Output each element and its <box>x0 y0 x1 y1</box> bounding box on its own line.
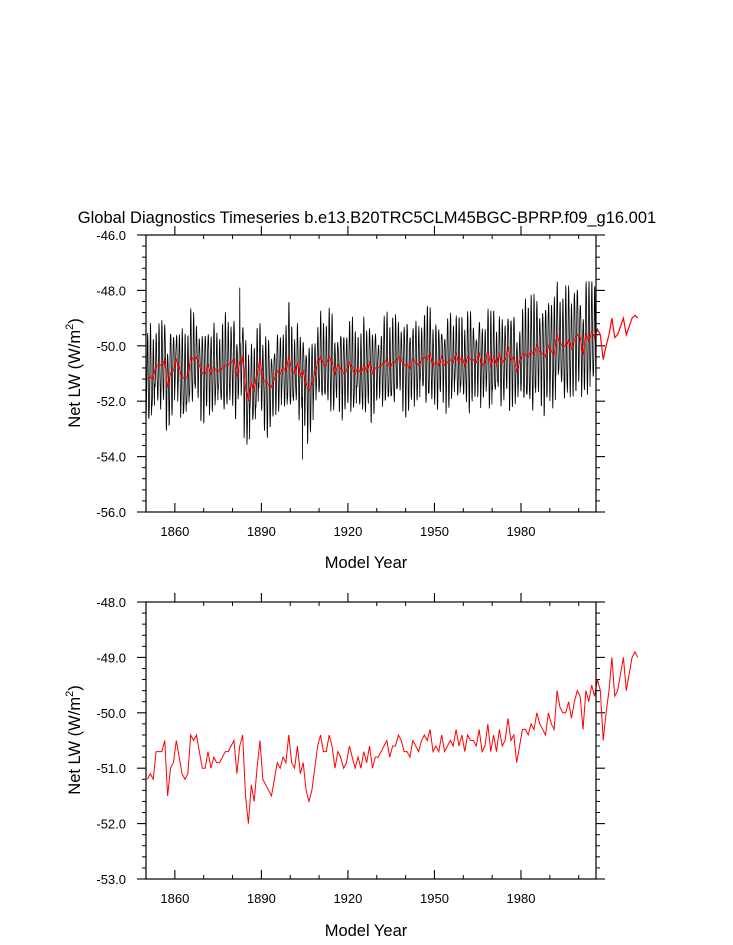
top-ticks: 1860 1890 1920 1950 1980 -56.0 -54.0 -52.0 -50.0… <box>96 226 605 539</box>
bottom-x-axis-label: Model Year <box>325 922 408 940</box>
top-annual-mean-line <box>147 314 639 402</box>
top-y-axis-label: Net LW (W/m2) <box>64 318 84 427</box>
top-plot-area <box>145 280 639 460</box>
figure-title: Global Diagnostics Timeseries b.e13.B20T… <box>78 209 656 227</box>
top-y-tick-label: -50.0 <box>96 339 126 354</box>
bottom-annual-mean-line <box>146 650 639 824</box>
bottom-y-tick-label: -52.0 <box>96 817 126 832</box>
top-y-tick-label: -52.0 <box>96 394 126 409</box>
top-x-axis-label: Model Year <box>325 554 408 572</box>
top-y-tick-label: -46.0 <box>96 228 126 243</box>
top-monthly-series-line <box>145 280 597 460</box>
bottom-y-tick-label: -51.0 <box>96 761 126 776</box>
bottom-x-tick-label: 1920 <box>333 891 362 906</box>
bottom-x-tick-label: 1950 <box>420 891 449 906</box>
bottom-chart: 1860 1890 1920 1950 1980 -53.0 -52.0 -51.0 -50.0… <box>64 593 639 940</box>
bottom-y-tick-label: -49.0 <box>96 650 126 665</box>
top-x-tick-label: 1860 <box>160 524 189 539</box>
bottom-x-tick-label: 1980 <box>507 891 536 906</box>
bottom-x-tick-label: 1890 <box>247 891 276 906</box>
top-y-tick-label: -56.0 <box>96 505 126 520</box>
bottom-ticks: 1860 1890 1920 1950 1980 -53.0 -52.0 -51.0 -50.0… <box>96 593 605 906</box>
top-x-tick-label: 1920 <box>333 524 362 539</box>
top-plot-frame <box>145 234 597 513</box>
bottom-y-tick-label: -53.0 <box>96 872 126 887</box>
bottom-plot-area <box>146 650 639 824</box>
top-x-tick-label: 1980 <box>507 524 536 539</box>
bottom-y-tick-label: -48.0 <box>96 595 126 610</box>
top-x-tick-label: 1950 <box>420 524 449 539</box>
top-chart: 1860 1890 1920 1950 1980 -56.0 -54.0 -52.0 -50.0… <box>64 226 639 572</box>
top-x-tick-label: 1890 <box>247 524 276 539</box>
bottom-plot-frame <box>145 601 597 880</box>
bottom-x-tick-label: 1860 <box>160 891 189 906</box>
bottom-y-axis-label: Net LW (W/m2) <box>64 685 84 794</box>
bottom-y-tick-label: -50.0 <box>96 706 126 721</box>
top-y-tick-label: -54.0 <box>96 450 126 465</box>
top-y-tick-label: -48.0 <box>96 283 126 298</box>
